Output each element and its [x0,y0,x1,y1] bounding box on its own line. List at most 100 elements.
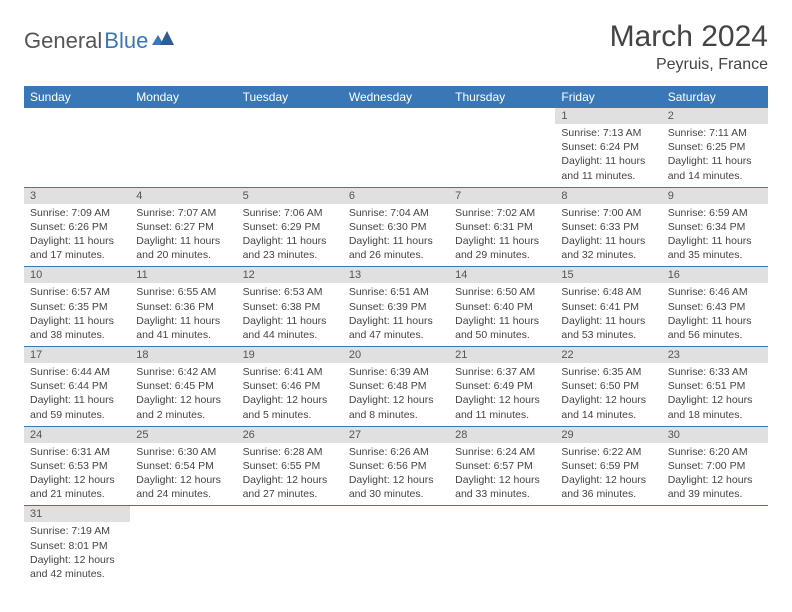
calendar-cell: 26Sunrise: 6:28 AMSunset: 6:55 PMDayligh… [237,426,343,506]
day-header: Sunday [24,86,130,108]
calendar-cell: 3Sunrise: 7:09 AMSunset: 6:26 PMDaylight… [24,187,130,267]
day-content: Sunrise: 6:50 AMSunset: 6:40 PMDaylight:… [449,283,555,346]
daylight-text: Daylight: 11 hours and 41 minutes. [136,314,230,342]
day-number: 9 [662,188,768,204]
sunrise-text: Sunrise: 7:11 AM [668,126,762,140]
calendar-cell: 16Sunrise: 6:46 AMSunset: 6:43 PMDayligh… [662,267,768,347]
sunrise-text: Sunrise: 7:19 AM [30,524,124,538]
calendar-cell: 29Sunrise: 6:22 AMSunset: 6:59 PMDayligh… [555,426,661,506]
calendar-cell: 20Sunrise: 6:39 AMSunset: 6:48 PMDayligh… [343,347,449,427]
calendar-cell [24,108,130,187]
day-content: Sunrise: 7:19 AMSunset: 8:01 PMDaylight:… [24,522,130,585]
day-number: 22 [555,347,661,363]
sunset-text: Sunset: 6:51 PM [668,379,762,393]
day-number: 19 [237,347,343,363]
sunrise-text: Sunrise: 6:57 AM [30,285,124,299]
daylight-text: Daylight: 11 hours and 38 minutes. [30,314,124,342]
day-content: Sunrise: 6:41 AMSunset: 6:46 PMDaylight:… [237,363,343,426]
sunset-text: Sunset: 6:30 PM [349,220,443,234]
calendar-cell: 8Sunrise: 7:00 AMSunset: 6:33 PMDaylight… [555,187,661,267]
day-number: 11 [130,267,236,283]
sunset-text: Sunset: 6:26 PM [30,220,124,234]
day-number [662,506,768,522]
sunset-text: Sunset: 6:50 PM [561,379,655,393]
day-content: Sunrise: 6:26 AMSunset: 6:56 PMDaylight:… [343,443,449,506]
calendar-cell: 24Sunrise: 6:31 AMSunset: 6:53 PMDayligh… [24,426,130,506]
calendar-cell: 21Sunrise: 6:37 AMSunset: 6:49 PMDayligh… [449,347,555,427]
calendar-cell: 4Sunrise: 7:07 AMSunset: 6:27 PMDaylight… [130,187,236,267]
sunset-text: Sunset: 6:29 PM [243,220,337,234]
day-number [343,108,449,124]
day-content: Sunrise: 6:39 AMSunset: 6:48 PMDaylight:… [343,363,449,426]
calendar-cell [449,108,555,187]
daylight-text: Daylight: 11 hours and 20 minutes. [136,234,230,262]
calendar-cell [130,108,236,187]
logo-text-blue: Blue [104,28,148,54]
sunset-text: Sunset: 6:40 PM [455,300,549,314]
sunrise-text: Sunrise: 6:42 AM [136,365,230,379]
calendar-week-row: 3Sunrise: 7:09 AMSunset: 6:26 PMDaylight… [24,187,768,267]
sunrise-text: Sunrise: 6:39 AM [349,365,443,379]
daylight-text: Daylight: 12 hours and 5 minutes. [243,393,337,421]
sunrise-text: Sunrise: 7:09 AM [30,206,124,220]
daylight-text: Daylight: 11 hours and 14 minutes. [668,154,762,182]
calendar-week-row: 31Sunrise: 7:19 AMSunset: 8:01 PMDayligh… [24,506,768,585]
daylight-text: Daylight: 12 hours and 18 minutes. [668,393,762,421]
calendar-cell [343,108,449,187]
calendar-cell: 22Sunrise: 6:35 AMSunset: 6:50 PMDayligh… [555,347,661,427]
day-number: 12 [237,267,343,283]
sunrise-text: Sunrise: 7:00 AM [561,206,655,220]
day-number: 21 [449,347,555,363]
daylight-text: Daylight: 12 hours and 33 minutes. [455,473,549,501]
daylight-text: Daylight: 11 hours and 29 minutes. [455,234,549,262]
day-number: 1 [555,108,661,124]
calendar-cell [555,506,661,585]
day-number [24,108,130,124]
sunrise-text: Sunrise: 6:22 AM [561,445,655,459]
day-number: 5 [237,188,343,204]
day-content: Sunrise: 6:44 AMSunset: 6:44 PMDaylight:… [24,363,130,426]
daylight-text: Daylight: 11 hours and 35 minutes. [668,234,762,262]
day-header: Monday [130,86,236,108]
calendar-cell: 28Sunrise: 6:24 AMSunset: 6:57 PMDayligh… [449,426,555,506]
sunrise-text: Sunrise: 6:59 AM [668,206,762,220]
day-header: Wednesday [343,86,449,108]
day-content: Sunrise: 6:35 AMSunset: 6:50 PMDaylight:… [555,363,661,426]
calendar-cell [130,506,236,585]
calendar-cell: 5Sunrise: 7:06 AMSunset: 6:29 PMDaylight… [237,187,343,267]
daylight-text: Daylight: 11 hours and 47 minutes. [349,314,443,342]
sunrise-text: Sunrise: 6:33 AM [668,365,762,379]
calendar-cell: 10Sunrise: 6:57 AMSunset: 6:35 PMDayligh… [24,267,130,347]
day-content: Sunrise: 7:00 AMSunset: 6:33 PMDaylight:… [555,204,661,267]
day-number: 6 [343,188,449,204]
calendar-cell: 18Sunrise: 6:42 AMSunset: 6:45 PMDayligh… [130,347,236,427]
sunrise-text: Sunrise: 6:37 AM [455,365,549,379]
day-content: Sunrise: 6:37 AMSunset: 6:49 PMDaylight:… [449,363,555,426]
day-number [449,506,555,522]
day-content: Sunrise: 7:11 AMSunset: 6:25 PMDaylight:… [662,124,768,187]
day-number: 24 [24,427,130,443]
day-content: Sunrise: 6:22 AMSunset: 6:59 PMDaylight:… [555,443,661,506]
day-content: Sunrise: 6:51 AMSunset: 6:39 PMDaylight:… [343,283,449,346]
daylight-text: Daylight: 12 hours and 27 minutes. [243,473,337,501]
day-content: Sunrise: 6:57 AMSunset: 6:35 PMDaylight:… [24,283,130,346]
day-header: Thursday [449,86,555,108]
sunset-text: Sunset: 6:44 PM [30,379,124,393]
day-number: 25 [130,427,236,443]
day-number: 30 [662,427,768,443]
calendar-cell: 14Sunrise: 6:50 AMSunset: 6:40 PMDayligh… [449,267,555,347]
sunset-text: Sunset: 6:31 PM [455,220,549,234]
day-content: Sunrise: 6:31 AMSunset: 6:53 PMDaylight:… [24,443,130,506]
day-content: Sunrise: 6:46 AMSunset: 6:43 PMDaylight:… [662,283,768,346]
sunset-text: Sunset: 6:43 PM [668,300,762,314]
daylight-text: Daylight: 11 hours and 17 minutes. [30,234,124,262]
day-header-row: Sunday Monday Tuesday Wednesday Thursday… [24,86,768,108]
daylight-text: Daylight: 12 hours and 24 minutes. [136,473,230,501]
calendar-cell: 7Sunrise: 7:02 AMSunset: 6:31 PMDaylight… [449,187,555,267]
sunrise-text: Sunrise: 7:02 AM [455,206,549,220]
sunset-text: Sunset: 6:34 PM [668,220,762,234]
day-number: 4 [130,188,236,204]
calendar-cell: 9 Sunrise: 6:59 AMSunset: 6:34 PMDaylight… [662,187,768,267]
daylight-text: Daylight: 11 hours and 50 minutes. [455,314,549,342]
daylight-text: Daylight: 12 hours and 2 minutes. [136,393,230,421]
